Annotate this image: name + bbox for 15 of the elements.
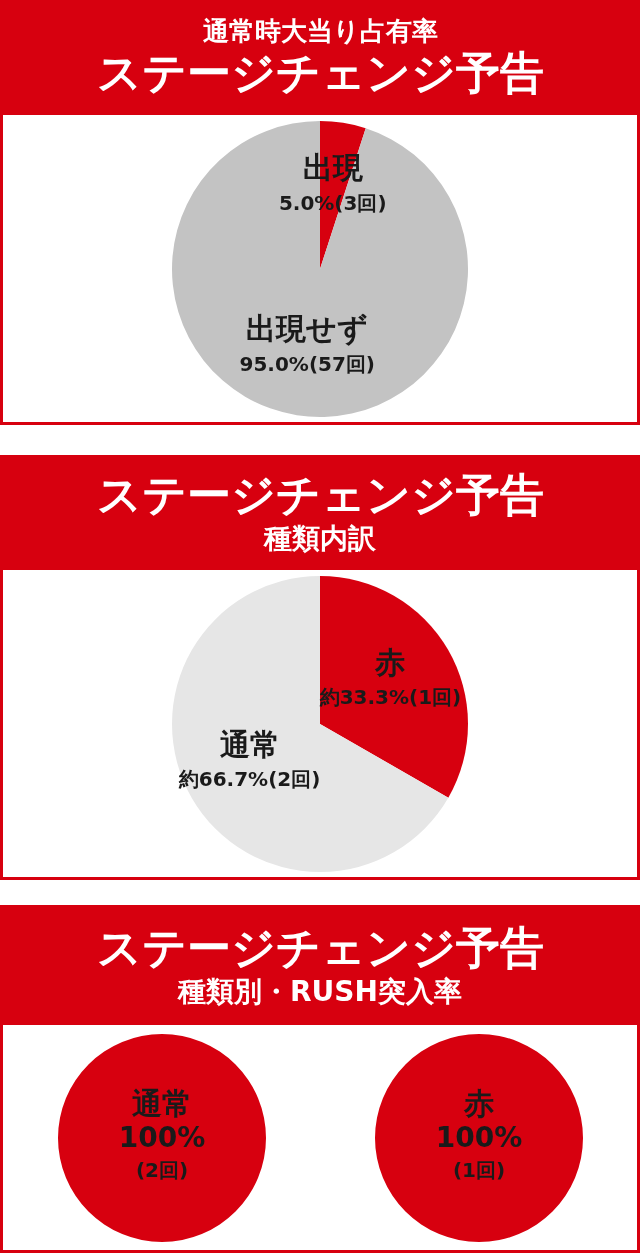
chart-title: 通常時大当り占有率	[202, 15, 438, 47]
chart-subtitle: ステージチェンジ予告	[96, 46, 544, 100]
slice-label: 通常	[131, 1085, 192, 1121]
data-label: 100% (1回)	[435, 1120, 522, 1182]
data-label: 約66.7%(2回)	[177, 766, 321, 791]
slice-label: 出現せず	[246, 310, 369, 346]
chart-subtitle: 種類内訳	[264, 522, 376, 556]
slice-label: 赤	[462, 1085, 494, 1121]
data-label: 95.0%(57回)	[239, 351, 376, 376]
slice-label: 通常	[219, 726, 280, 762]
data-label: 100% (2回)	[118, 1120, 205, 1182]
chart-title: ステージチェンジ予告	[96, 921, 544, 975]
slice-label: 赤	[374, 644, 406, 680]
chart-title: ステージチェンジ予告	[96, 469, 544, 523]
chart-subtitle: 種類別・RUSH突入率	[178, 974, 462, 1009]
